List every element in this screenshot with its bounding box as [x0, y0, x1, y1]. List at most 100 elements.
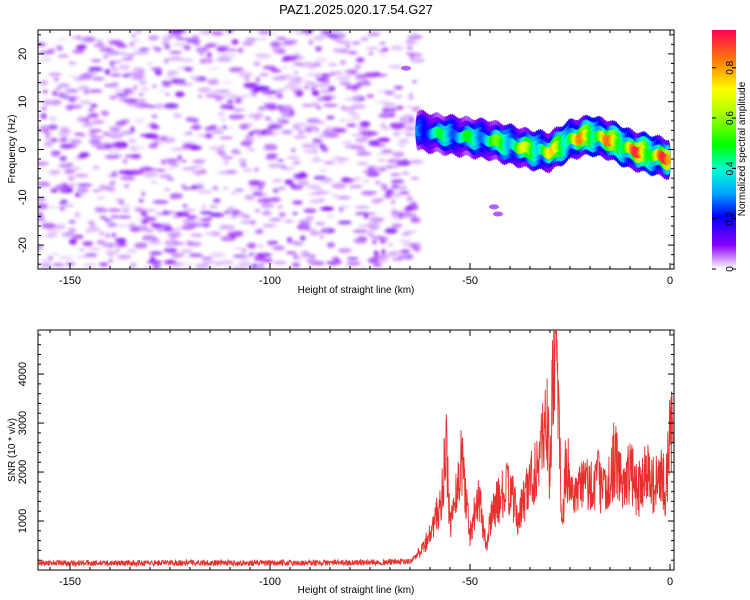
noise-blob: [236, 254, 253, 260]
noise-blob: [303, 252, 309, 255]
noise-blob: [137, 217, 142, 221]
y-tick-label: 4000: [17, 362, 29, 386]
noise-blob: [341, 205, 351, 209]
noise-blob: [356, 152, 372, 156]
noise-blob: [92, 189, 102, 192]
noise-blob: [74, 173, 89, 178]
noise-blob: [230, 108, 246, 111]
noise-blob: [154, 103, 164, 109]
noise-blob: [170, 78, 187, 85]
noise-blob: [166, 178, 175, 181]
noise-blob: [384, 90, 396, 96]
noise-blob: [270, 69, 282, 73]
noise-blob: [115, 198, 125, 204]
noise-blob: [374, 180, 382, 185]
noise-blob: [379, 239, 387, 244]
noise-blob: [278, 164, 287, 169]
snr-line: [38, 330, 674, 568]
noise-blob: [170, 30, 187, 33]
noise-blob: [345, 262, 362, 266]
noise-blob: [230, 191, 238, 195]
noise-blob: [149, 256, 156, 262]
noise-blob: [140, 85, 148, 88]
noise-blob: [181, 219, 195, 222]
noise-blob: [335, 40, 352, 44]
noise-blob: [244, 76, 250, 82]
noise-blob: [209, 212, 225, 218]
noise-blob: [136, 30, 141, 34]
noise-blob: [246, 148, 256, 152]
noise-blob: [52, 90, 58, 96]
noise-blob: [322, 129, 333, 136]
noise-blob: [382, 47, 389, 51]
noise-blob: [43, 132, 52, 136]
noise-blob: [169, 193, 184, 199]
noise-blob: [267, 89, 283, 94]
noise-blob: [141, 191, 146, 197]
noise-blob: [291, 262, 301, 268]
noise-blob: [95, 196, 106, 200]
noise-blob: [143, 265, 150, 269]
noise-blob: [348, 177, 362, 181]
noise-blob: [407, 35, 423, 39]
snr-panel: -150 -100 -50 0 1000 2000 3000 4000 Height of s…: [7, 329, 675, 596]
noise-blob: [288, 77, 305, 81]
noise-blob: [372, 239, 377, 245]
noise-blob: [409, 242, 422, 248]
noise-blob: [191, 165, 204, 168]
noise-blob: [220, 104, 236, 109]
noise-blob: [243, 82, 258, 88]
noise-blob: [76, 44, 87, 50]
noise-blob: [390, 251, 405, 254]
noise-blob: [46, 224, 52, 229]
noise-blob: [289, 30, 299, 33]
noise-blob: [175, 91, 185, 98]
noise-blob: [252, 112, 264, 119]
noise-blob: [368, 131, 379, 136]
noise-blob: [332, 127, 347, 133]
noise-blob: [360, 37, 369, 41]
noise-blob: [238, 71, 253, 78]
noise-blob: [272, 245, 286, 251]
noise-blob: [184, 67, 193, 72]
noise-blob: [186, 215, 198, 220]
colorbar-tick-label: 0: [725, 266, 736, 272]
noise-blob: [110, 82, 119, 85]
noise-blob: [197, 94, 203, 99]
noise-blob: [135, 71, 143, 78]
noise-blob: [212, 185, 219, 191]
noise-blob: [38, 218, 47, 222]
noise-blob: [227, 125, 235, 131]
noise-blob: [400, 119, 417, 125]
noise-blob: [384, 126, 389, 129]
noise-blob: [247, 198, 256, 202]
noise-blob: [169, 233, 178, 240]
noise-blob: [320, 73, 332, 77]
noise-blob: [76, 35, 82, 40]
noise-blob: [88, 139, 102, 143]
noise-blob: [195, 47, 209, 52]
noise-blob: [222, 187, 228, 190]
noise-blob: [42, 90, 48, 93]
noise-blob: [271, 179, 283, 183]
noise-blob: [202, 222, 211, 228]
noise-blob: [45, 135, 50, 140]
noise-blob: [275, 37, 287, 40]
noise-blob: [146, 260, 163, 265]
noise-blob: [312, 137, 323, 144]
noise-blob: [152, 263, 160, 267]
noise-blob: [406, 45, 413, 50]
noise-blob: [102, 131, 111, 136]
noise-blob: [264, 258, 273, 262]
noise-blob: [305, 216, 315, 220]
noise-blob: [403, 172, 410, 175]
noise-blob: [303, 80, 313, 84]
noise-blob: [119, 175, 134, 181]
noise-blob: [412, 31, 419, 36]
spectrogram-x-label: Height of straight line (km): [298, 285, 415, 296]
noise-blob: [311, 90, 320, 96]
noise-blob: [182, 204, 188, 208]
noise-blob: [170, 251, 180, 258]
noise-blob: [313, 156, 320, 161]
noise-blob: [340, 118, 346, 123]
